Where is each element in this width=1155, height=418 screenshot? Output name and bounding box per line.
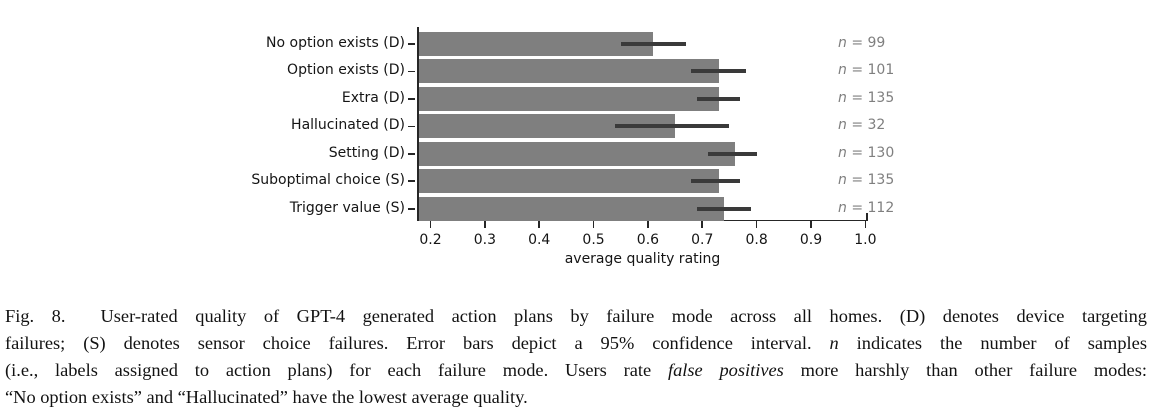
x-tick <box>592 221 595 228</box>
x-tick-label: 0.9 <box>799 232 823 248</box>
error-bar <box>696 206 752 211</box>
category-label: Suboptimal choice (S) <box>251 172 405 189</box>
x-tick <box>755 221 758 228</box>
caption-text: Fig. 8. User-rated quality of GPT-4 gene… <box>5 306 1147 326</box>
x-tick-label: 0.6 <box>636 232 660 248</box>
x-tick <box>701 221 704 228</box>
error-bar <box>620 41 686 46</box>
category-label: Hallucinated (D) <box>291 117 405 134</box>
category-label: Setting (D) <box>328 144 405 161</box>
n-label: n = 130 <box>838 144 895 161</box>
caption-line: “No option exists” and “Hallucinated” ha… <box>5 384 1147 411</box>
x-tick <box>538 221 540 228</box>
caption-text: (i.e., labels assigned to action plans) … <box>5 360 668 380</box>
n-label: n = 32 <box>838 117 886 134</box>
x-tick-label: 0.7 <box>691 232 714 248</box>
n-symbol: n <box>838 34 847 51</box>
error-bar <box>615 124 730 129</box>
bar <box>418 196 725 221</box>
n-symbol: n <box>838 199 847 216</box>
figure-caption: Fig. 8. User-rated quality of GPT-4 gene… <box>5 303 1147 411</box>
caption-text: more harshly than other failure modes: <box>783 360 1147 380</box>
bar <box>418 31 654 56</box>
x-tick-label: 0.2 <box>419 232 442 248</box>
n-label: n = 99 <box>838 34 886 51</box>
x-tick-label: 1.0 <box>854 232 877 248</box>
x-tick-label: 0.8 <box>745 232 768 248</box>
category-tick <box>408 98 415 100</box>
caption-italic-text: n <box>829 333 839 353</box>
error-bar <box>696 96 741 101</box>
bar-chart: average quality rating No option exists … <box>251 27 895 267</box>
category-tick <box>408 207 415 210</box>
category-tick <box>408 70 415 73</box>
category-tick <box>408 125 415 128</box>
right-spine-stub <box>866 213 868 222</box>
caption-text: “No option exists” and “Hallucinated” ha… <box>5 387 528 407</box>
x-tick <box>647 221 649 228</box>
n-symbol: n <box>838 62 847 79</box>
category-tick <box>408 180 415 183</box>
error-bar <box>707 151 757 156</box>
bar <box>418 169 719 194</box>
bar <box>418 141 735 166</box>
n-symbol: n <box>838 144 847 161</box>
x-tick <box>429 221 432 228</box>
n-symbol: n <box>838 89 847 106</box>
n-label: n = 101 <box>838 62 895 79</box>
bar <box>418 59 719 84</box>
n-symbol: n <box>838 172 847 189</box>
x-tick <box>484 221 486 228</box>
caption-line: (i.e., labels assigned to action plans) … <box>5 357 1147 384</box>
caption-line: failures; (S) denotes sensor choice fail… <box>5 330 1147 357</box>
category-label: Option exists (D) <box>287 62 405 79</box>
category-label: No option exists (D) <box>266 34 405 51</box>
caption-line: Fig. 8. User-rated quality of GPT-4 gene… <box>5 303 1147 330</box>
category-tick <box>408 43 415 45</box>
caption-text: indicates the number of samples <box>838 333 1147 353</box>
error-bar <box>691 69 746 74</box>
error-bar <box>691 179 741 184</box>
n-label: n = 112 <box>838 199 895 216</box>
n-label: n = 135 <box>838 89 895 106</box>
caption-text: failures; (S) denotes sensor choice fail… <box>5 333 830 353</box>
n-label: n = 135 <box>838 172 895 189</box>
bar <box>418 86 719 111</box>
category-label: Trigger value (S) <box>289 199 405 216</box>
x-tick-label: 0.5 <box>582 232 605 248</box>
x-tick-label: 0.3 <box>473 232 496 248</box>
caption-italic-text: false positives <box>667 360 784 380</box>
y-axis-spine <box>417 27 419 221</box>
n-symbol: n <box>838 117 847 134</box>
x-tick <box>810 221 812 228</box>
x-tick-label: 0.4 <box>528 232 551 248</box>
category-tick <box>408 152 415 155</box>
category-label: Extra (D) <box>341 89 405 106</box>
x-tick <box>864 221 867 228</box>
x-axis-label: average quality rating <box>564 251 721 267</box>
